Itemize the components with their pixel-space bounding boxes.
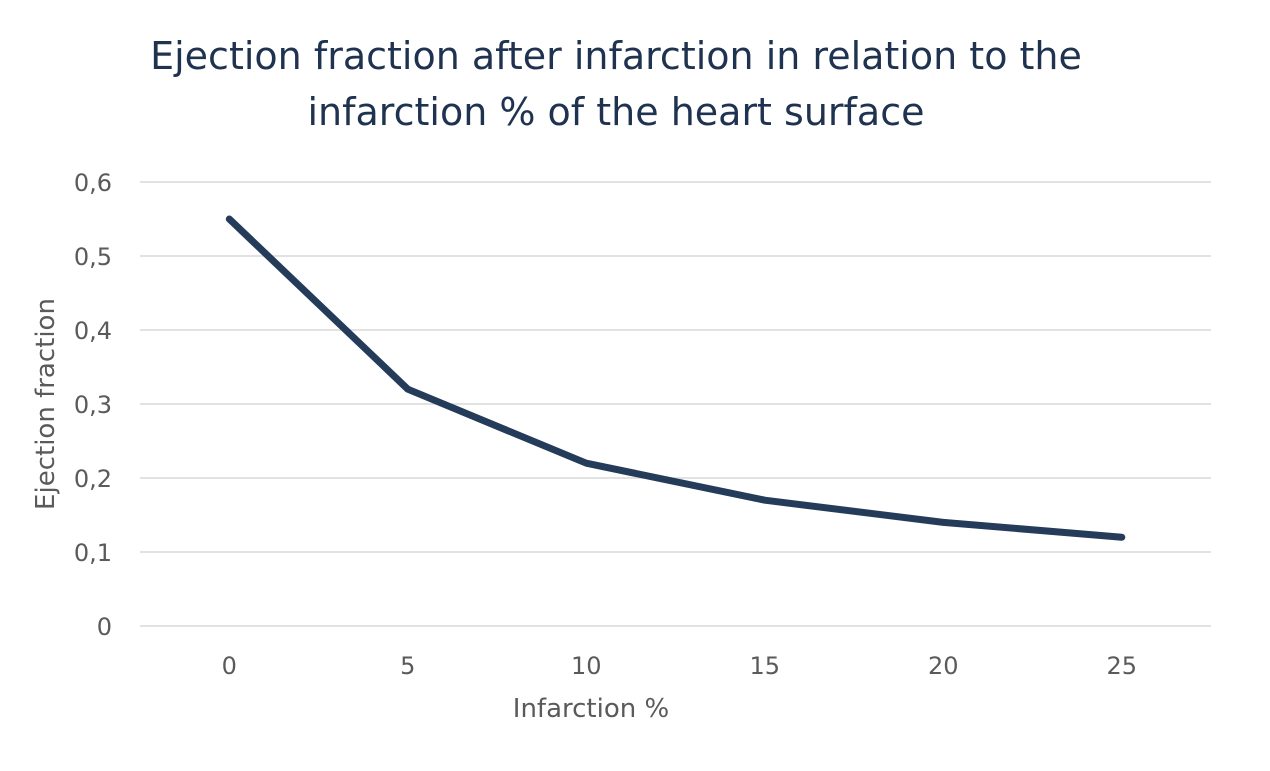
gridlines — [140, 181, 1211, 627]
series-layer — [225, 215, 1126, 541]
x-tick-label: 10 — [571, 652, 602, 680]
y-tick-label: 0,4 — [74, 317, 112, 345]
y-axis-tick-labels: 0 0,1 0,2 0,3 0,4 0,5 0,6 — [74, 169, 112, 641]
series-line — [225, 215, 1126, 541]
y-tick-label: 0,2 — [74, 465, 112, 493]
y-tick-label: 0,3 — [74, 391, 112, 419]
y-tick-label: 0,5 — [74, 243, 112, 271]
x-tick-label: 0 — [222, 652, 237, 680]
x-axis-tick-labels: 0 5 10 15 20 25 — [222, 652, 1137, 680]
y-axis-title: Ejection fraction — [31, 298, 61, 510]
x-tick-label: 5 — [400, 652, 415, 680]
x-tick-label: 25 — [1106, 652, 1137, 680]
x-tick-label: 15 — [749, 652, 780, 680]
x-axis-title: Infarction % — [513, 694, 669, 724]
x-tick-label: 20 — [928, 652, 959, 680]
y-tick-label: 0,6 — [74, 169, 112, 197]
chart-title: Ejection fraction after infarction in re… — [0, 28, 1232, 140]
y-tick-label: 0,1 — [74, 539, 112, 567]
y-tick-label: 0 — [97, 613, 112, 641]
chart-title-line-2: infarction % of the heart surface — [307, 90, 925, 134]
chart-title-line-1: Ejection fraction after infarction in re… — [150, 34, 1082, 78]
